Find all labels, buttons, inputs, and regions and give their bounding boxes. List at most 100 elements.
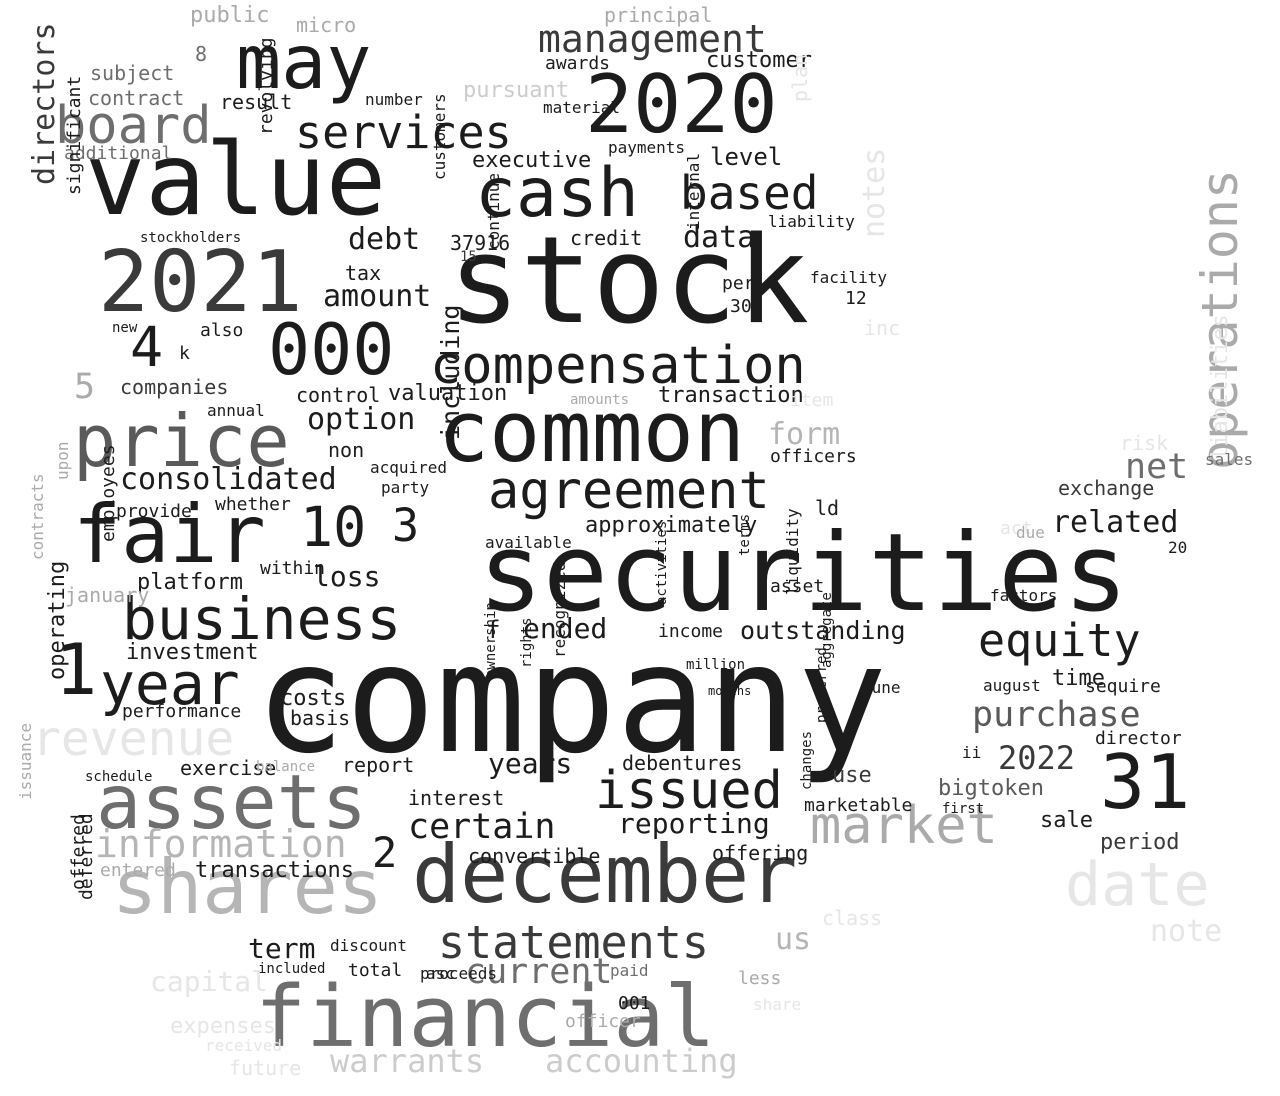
cloud-word: new <box>112 320 138 336</box>
cloud-word: employees <box>98 444 119 542</box>
cloud-word: purchase <box>972 695 1141 735</box>
cloud-word: exercise <box>180 756 277 780</box>
cloud-word: 31 <box>1100 738 1191 826</box>
cloud-word: june <box>862 678 901 697</box>
cloud-word: revolving <box>256 37 277 135</box>
cloud-word: per <box>722 273 755 294</box>
cloud-word: result <box>220 90 293 114</box>
cloud-word: aggregate <box>819 592 835 668</box>
cloud-word: basis <box>290 706 351 730</box>
cloud-word: pursuant <box>463 78 569 103</box>
cloud-word: amounts <box>570 392 630 408</box>
cloud-word: officers <box>770 446 857 467</box>
cloud-word: credit <box>570 226 643 250</box>
cloud-word: current <box>465 952 613 992</box>
cloud-word: asc <box>426 964 455 983</box>
cloud-word: 12 <box>845 288 867 309</box>
cloud-word: market <box>810 796 998 856</box>
cloud-word: micro <box>296 13 357 37</box>
cloud-word: companies <box>120 375 229 399</box>
cloud-word: also <box>200 320 244 341</box>
cloud-word: officer <box>565 1011 641 1032</box>
cloud-word: december <box>412 828 798 921</box>
cloud-word: board <box>55 96 212 156</box>
cloud-word: based <box>680 166 819 220</box>
cloud-word: marketable <box>804 795 913 816</box>
cloud-word: amount <box>323 279 432 314</box>
cloud-word: exchange <box>1058 476 1155 500</box>
cloud-word: form <box>768 417 841 452</box>
cloud-word: director <box>1095 728 1182 749</box>
cloud-word: internal <box>684 152 703 230</box>
cloud-word: material <box>543 98 621 117</box>
cloud-word: august <box>983 676 1041 695</box>
cloud-word: shares <box>112 843 383 931</box>
cloud-word: price <box>73 399 290 483</box>
cloud-word: including <box>436 304 465 440</box>
cloud-word: date <box>1065 850 1210 920</box>
cloud-word: services <box>295 106 512 159</box>
cloud-word: executive <box>472 148 592 173</box>
cloud-word: customers <box>430 93 449 180</box>
cloud-word: entered <box>100 860 176 881</box>
cloud-word: performance <box>122 701 242 722</box>
cloud-word: costs <box>280 686 347 711</box>
cloud-word: 2 <box>372 828 398 877</box>
cloud-word: capital <box>150 965 269 998</box>
cloud-word: schedule <box>85 769 153 785</box>
cloud-word: option <box>307 402 416 437</box>
cloud-word: asset <box>770 576 825 597</box>
cloud-word: party <box>381 478 430 497</box>
cloud-word: payments <box>608 138 686 157</box>
cloud-word: terms <box>737 513 753 556</box>
cloud-word: equity <box>978 614 1141 667</box>
cloud-word: changes <box>799 730 815 790</box>
cloud-word: related <box>1052 505 1179 540</box>
cloud-word: directors <box>27 22 62 185</box>
cloud-word: within <box>260 558 326 579</box>
cloud-word: due <box>1016 523 1045 542</box>
cloud-word: additional <box>64 143 173 164</box>
cloud-word: total <box>348 960 403 981</box>
cloud-word: upon <box>53 441 72 480</box>
cloud-word: valuation <box>388 381 508 406</box>
cloud-word: 3 <box>392 499 420 552</box>
cloud-word: non <box>328 438 365 462</box>
cloud-word: public <box>190 3 270 28</box>
cloud-word: note <box>1150 914 1223 949</box>
cloud-word: item <box>790 390 834 411</box>
cloud-word: statements <box>438 916 709 969</box>
cloud-word: business <box>122 585 402 653</box>
cloud-word: operating <box>45 560 70 680</box>
cloud-word: period <box>1100 830 1180 855</box>
cloud-word: warrants <box>330 1042 485 1080</box>
cloud-word: 37916 <box>450 231 511 255</box>
cloud-word: debentures <box>622 751 743 775</box>
cloud-word: 4 <box>130 315 164 379</box>
cloud-word: annual <box>207 401 265 420</box>
cloud-word: facility <box>810 268 888 287</box>
cloud-word: acquired <box>370 458 448 477</box>
cloud-word: 000 <box>268 309 395 391</box>
cloud-word: january <box>65 583 150 607</box>
cloud-word: plan <box>788 53 812 102</box>
cloud-word: contracts <box>28 473 47 560</box>
cloud-word: transaction <box>658 383 804 408</box>
cloud-word: net <box>1125 447 1189 487</box>
cloud-word: transactions <box>195 858 354 883</box>
cloud-word: approximately <box>585 513 758 538</box>
cloud-word: term <box>248 932 316 965</box>
cloud-word: loss <box>313 560 381 593</box>
cloud-word: reporting <box>618 807 770 840</box>
cloud-word: number <box>365 90 423 109</box>
cloud-word: subject <box>90 61 175 85</box>
cloud-word: 15 <box>460 249 477 265</box>
cloud-word: included <box>258 961 326 977</box>
cloud-word: received <box>205 1036 283 1055</box>
cloud-word: 30 <box>730 296 752 317</box>
cloud-word: balance <box>256 759 316 775</box>
cloud-word: 8 <box>195 42 208 66</box>
cloud-word: factors <box>990 586 1058 605</box>
cloud-word: ld <box>815 496 840 520</box>
cloud-word: first <box>942 801 985 817</box>
